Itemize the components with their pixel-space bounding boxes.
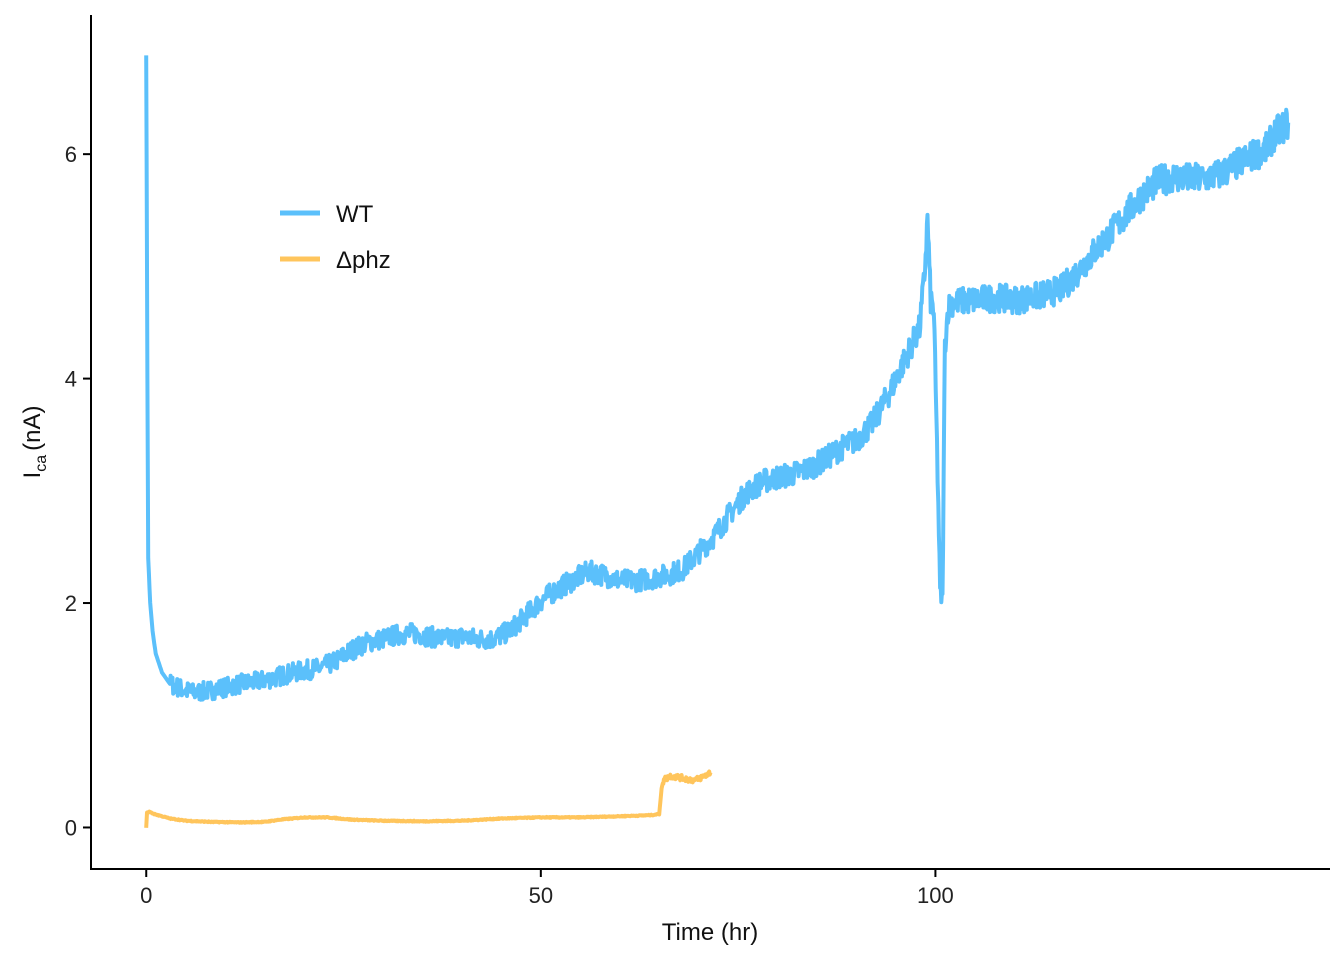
y-tick-label: 6 — [65, 142, 77, 167]
x-tick-label: 100 — [917, 883, 954, 908]
legend: WT Δphz — [280, 201, 391, 274]
y-ticks: 0 2 4 6 — [65, 142, 91, 840]
x-tick-label: 50 — [529, 883, 553, 908]
y-axis-title: Ica (nA) — [19, 406, 50, 479]
series-layer — [144, 55, 1291, 828]
y-tick-label: 2 — [65, 591, 77, 616]
x-tick-label: 0 — [140, 883, 152, 908]
series-line-dphz — [144, 769, 713, 828]
legend-label-dphz: Δphz — [336, 247, 391, 274]
x-ticks: 0 50 100 — [140, 869, 954, 908]
x-axis-title: Time (hr) — [662, 919, 758, 946]
y-axis-title-unit: (nA) — [19, 406, 46, 451]
y-tick-label: 4 — [65, 367, 77, 392]
series-line-wt — [144, 55, 1291, 702]
y-tick-label: 0 — [65, 815, 77, 840]
legend-label-wt: WT — [336, 201, 374, 228]
y-axis-title-main: I — [19, 472, 46, 479]
y-axis-title-subscript: ca — [33, 455, 50, 472]
